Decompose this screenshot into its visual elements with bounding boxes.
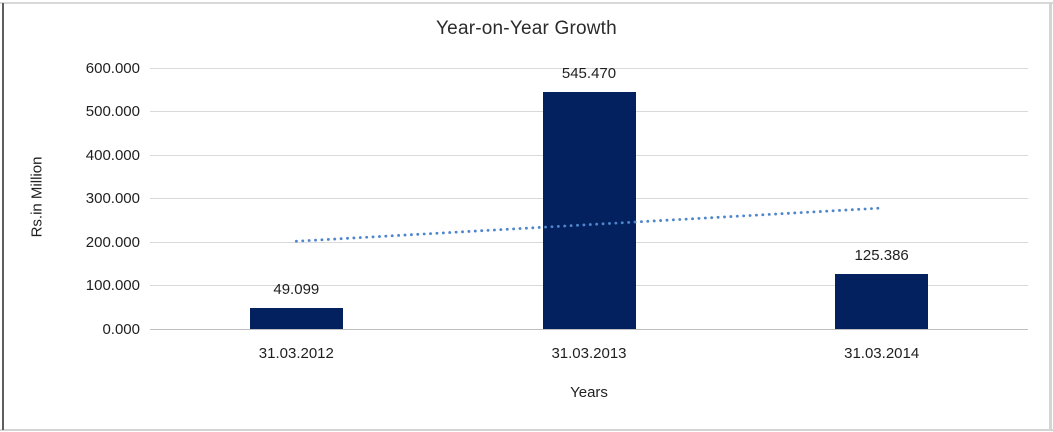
trendline — [294, 206, 884, 243]
x-category-label: 31.03.2012 — [258, 345, 334, 362]
trendline-path — [294, 206, 884, 243]
bar-value-label: 545.470 — [561, 64, 617, 82]
bar-value-label: 125.386 — [854, 247, 909, 265]
y-tick-label: 400.000 — [85, 146, 140, 164]
frame-right-border — [1049, 2, 1052, 431]
y-tick-label: 100.000 — [85, 277, 140, 294]
y-tick-label: 500.000 — [85, 103, 140, 120]
bar — [249, 307, 343, 329]
frame-top-border — [0, 2, 1053, 4]
y-tick-label: 600.000 — [85, 59, 140, 77]
gridline — [150, 67, 1028, 69]
y-tick-label: 200.000 — [85, 233, 140, 251]
bar — [542, 91, 636, 329]
x-category-label: 31.03.2013 — [551, 345, 627, 362]
x-category-label: 31.03.2014 — [844, 345, 920, 362]
frame-left-border — [2, 3, 4, 430]
x-axis-title: Years — [570, 384, 608, 401]
plot-area: 0.000 100.000 200.000 300.000 400.000 500.000… — [86, 60, 1028, 362]
bar — [835, 274, 929, 329]
frame-bottom-border — [0, 429, 1053, 431]
y-tick-label: 0.000 — [102, 320, 140, 338]
x-axis-line — [150, 328, 1028, 330]
chart-title: Year-on-Year Growth — [436, 18, 617, 39]
bar-value-label: 49.099 — [273, 280, 320, 298]
y-tick-label: 300.000 — [85, 190, 140, 207]
